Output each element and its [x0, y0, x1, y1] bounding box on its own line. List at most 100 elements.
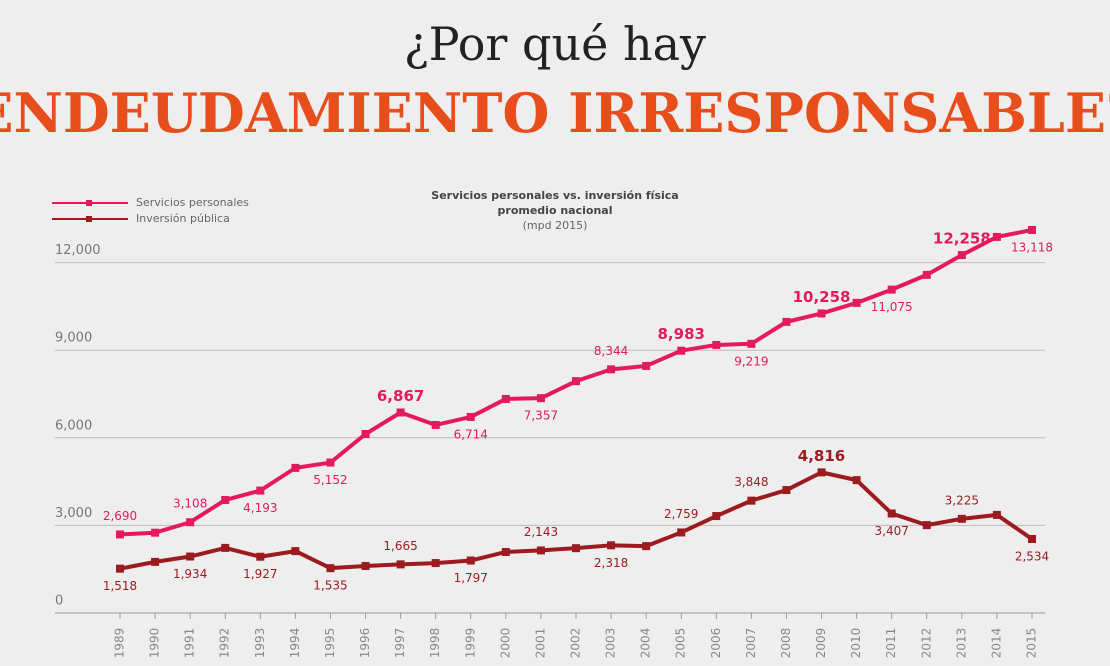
- legend-label: Inversión pública: [136, 212, 230, 225]
- x-tick-label: 2014: [989, 628, 1003, 659]
- data-point: [747, 339, 756, 348]
- data-point: [922, 521, 931, 530]
- data-point: [957, 514, 966, 523]
- data-point: [642, 542, 651, 551]
- data-label: 6,867: [377, 387, 424, 405]
- data-label: 1,535: [313, 579, 347, 593]
- data-point: [607, 365, 616, 374]
- data-point: [1028, 535, 1036, 544]
- data-point: [151, 528, 160, 537]
- data-point: [887, 285, 896, 294]
- y-tick-label: 12,000: [55, 243, 101, 258]
- chart-title: Servicios personales vs. inversión físic…: [431, 189, 678, 202]
- x-tick-label: 2001: [533, 628, 547, 659]
- data-label: 2,690: [103, 509, 137, 523]
- data-point: [221, 495, 230, 504]
- x-tick-label: 1996: [358, 628, 372, 659]
- y-tick-label: 6,000: [55, 418, 92, 433]
- data-point: [326, 564, 335, 573]
- y-tick-label: 0: [55, 594, 63, 609]
- data-point: [116, 530, 124, 539]
- x-tick-label: 2010: [849, 628, 863, 659]
- data-point: [607, 541, 616, 550]
- data-point: [221, 543, 230, 552]
- data-point: [992, 510, 1001, 519]
- legend-marker: [86, 216, 92, 222]
- data-point: [186, 518, 195, 527]
- data-point: [326, 458, 335, 467]
- data-label: 3,407: [875, 524, 909, 538]
- x-tick-label: 2009: [814, 628, 828, 659]
- data-point: [747, 496, 756, 505]
- data-label: 2,759: [664, 507, 698, 521]
- x-tick-label: 2002: [569, 628, 583, 659]
- data-point: [782, 317, 791, 326]
- data-point: [852, 298, 861, 307]
- x-tick-label: 1998: [428, 628, 442, 659]
- data-label: 8,344: [594, 344, 628, 358]
- data-point: [116, 564, 124, 573]
- data-label: 2,318: [594, 556, 628, 570]
- x-tick-label: 1989: [113, 628, 127, 659]
- data-point: [536, 546, 545, 555]
- x-tick-label: 2000: [498, 628, 512, 659]
- data-point: [396, 408, 405, 417]
- data-label: 10,258: [793, 288, 851, 306]
- data-point: [466, 556, 475, 565]
- data-label: 11,075: [871, 300, 913, 314]
- data-point: [572, 544, 580, 553]
- data-point: [712, 340, 721, 349]
- data-label: 12,258: [933, 230, 991, 248]
- data-point: [817, 309, 826, 318]
- data-label: 2,143: [524, 525, 558, 539]
- x-tick-label: 1991: [183, 628, 197, 659]
- data-point: [852, 476, 861, 485]
- data-label: 1,934: [173, 567, 207, 581]
- x-tick-label: 2011: [884, 628, 898, 659]
- x-tick-label: 2003: [604, 628, 618, 659]
- header-line1: ¿Por qué hay: [404, 17, 706, 71]
- data-point: [466, 412, 475, 421]
- x-tick-label: 2013: [954, 628, 968, 659]
- data-label: 4,193: [243, 501, 277, 515]
- x-tick-label: 1995: [323, 628, 337, 659]
- data-point: [396, 560, 405, 569]
- unit-note: (mpd 2015): [523, 219, 588, 232]
- data-label: 1,927: [243, 567, 277, 581]
- data-point: [256, 552, 265, 561]
- header-line2: ENDEUDAMIENTO IRRESPONSABLE?: [0, 81, 1110, 145]
- data-point: [501, 394, 510, 403]
- data-point: [572, 377, 580, 386]
- data-point: [291, 463, 300, 472]
- data-point: [501, 547, 510, 556]
- data-point: [291, 547, 300, 556]
- data-point: [992, 232, 1001, 241]
- x-tick-label: 2006: [709, 628, 723, 659]
- data-point: [151, 557, 160, 566]
- data-point: [361, 561, 370, 570]
- data-point: [361, 430, 370, 439]
- x-tick-label: 1997: [393, 628, 407, 659]
- y-tick-label: 3,000: [55, 506, 92, 521]
- data-point: [957, 251, 966, 260]
- data-point: [431, 559, 440, 568]
- x-tick-label: 1992: [218, 628, 232, 659]
- x-tick-label: 1990: [148, 628, 162, 659]
- y-tick-label: 9,000: [55, 331, 92, 346]
- x-tick-label: 1999: [463, 628, 477, 659]
- data-point: [817, 468, 826, 477]
- data-label: 13,118: [1011, 240, 1053, 254]
- data-point: [536, 394, 545, 403]
- data-label: 9,219: [734, 354, 768, 368]
- data-label: 3,848: [734, 475, 768, 489]
- data-label: 6,714: [454, 427, 488, 441]
- data-point: [712, 512, 721, 521]
- data-label: 4,816: [798, 447, 845, 465]
- legend-marker: [86, 200, 92, 206]
- data-point: [1028, 225, 1036, 234]
- x-tick-label: 1994: [288, 628, 302, 659]
- data-point: [677, 528, 686, 537]
- data-label: 1,518: [103, 579, 137, 593]
